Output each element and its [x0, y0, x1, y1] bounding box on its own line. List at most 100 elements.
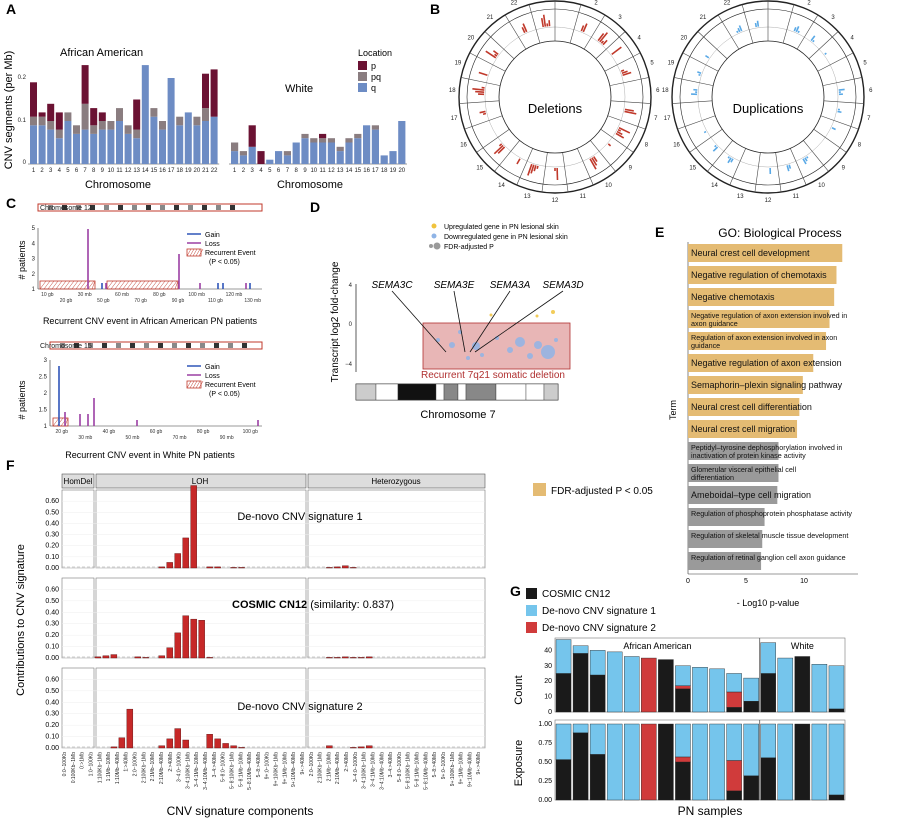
a-legend-label: p — [371, 61, 376, 71]
a-aa-bar-q — [193, 125, 201, 164]
panel-e-letter: E — [655, 224, 664, 240]
d-gene-point — [472, 342, 480, 350]
a-wh-bar-p — [319, 133, 327, 139]
g-count-bar-d1 — [743, 677, 759, 702]
f-xtick: 9+:1Mb−10Mb — [459, 752, 465, 784]
b-chrom-label: 15 — [689, 165, 696, 171]
c-ideogram-band — [158, 343, 163, 348]
f-xtick: 0:100Kb−1Mb — [71, 752, 77, 783]
b-chrom-label: 3 — [831, 15, 835, 21]
a-aa-xtick: 8 — [92, 168, 96, 174]
e-bar — [688, 244, 843, 262]
e-bar — [688, 266, 837, 284]
c-legend-hatch — [192, 248, 198, 257]
g-exposure-bar-cosmic — [555, 759, 572, 801]
f-bar — [350, 747, 357, 749]
f-xtick: 1:100Kb−1Mb — [97, 752, 103, 783]
f-bar — [134, 656, 142, 659]
f-ytick: 0.30 — [45, 532, 59, 539]
b-chrom-divider — [782, 4, 795, 44]
b-chrom-divider — [604, 52, 641, 72]
f-bar — [326, 657, 333, 659]
f-bar — [198, 620, 205, 659]
b-signal-mark — [727, 156, 730, 159]
a-ytick: 0 — [23, 160, 27, 166]
a-wh-xtick: 2 — [242, 168, 246, 174]
c-scale-label: 70 gb — [134, 298, 147, 304]
a-wh-bar-q — [389, 151, 397, 164]
g-count-bar-cosmic — [658, 659, 674, 713]
c-ideogram-band — [216, 205, 221, 210]
g-count-bar-d1 — [760, 642, 776, 674]
a-aa-bar-q — [38, 125, 46, 164]
f-bar — [166, 647, 173, 659]
f-bar — [182, 615, 189, 659]
d-ideogram-band — [435, 383, 445, 401]
g-count-bar-cosmic — [555, 673, 572, 713]
g-exposure-label: Exposure — [513, 740, 525, 786]
c-scale-label: 10 gb — [41, 292, 54, 298]
d-gene-point — [541, 345, 555, 359]
e-legend-label: FDR-adjusted P < 0.05 — [551, 486, 653, 497]
f-xtick: 3−4:0−100Kb — [353, 752, 359, 782]
c-hatch — [138, 280, 146, 290]
f-xtick: 0:>1Mb — [80, 752, 86, 769]
a-aa-xtick: 6 — [75, 168, 79, 174]
a-wh-bar-q — [266, 159, 274, 164]
b-signal-mark — [621, 70, 628, 74]
f-bar — [158, 745, 165, 749]
a-wh-xtick: 8 — [295, 168, 299, 174]
b-signal-mark — [797, 30, 800, 34]
a-aa-bar-p — [202, 73, 209, 109]
c-hatch — [166, 280, 174, 290]
d-gene-point — [507, 347, 513, 353]
c-hatch — [47, 280, 55, 290]
g-exposure-bar-d1 — [589, 723, 606, 755]
b-chrom-divider — [790, 148, 807, 186]
a-aa-bar-q — [184, 112, 192, 164]
d-ideogram-band — [375, 383, 399, 401]
g-count-bar-d1 — [572, 645, 589, 654]
e-bar — [688, 354, 814, 372]
f-bar — [206, 566, 213, 569]
d-genes: SEMA3C SEMA3E SEMA3A SEMA3D — [371, 280, 584, 353]
e-term-label: Negative chemotaxis — [691, 292, 775, 302]
e-term-label: Negative regulation of axon extension — [691, 358, 842, 368]
a-wh-bar-q — [239, 155, 247, 164]
a-legend-title: Location — [358, 48, 392, 58]
c-scale-label: 80 gb — [153, 292, 166, 298]
f-xtick: 5−8:1Mb−10Mb — [415, 752, 421, 787]
panel-a: CNV segments (per Mb) African American W… — [3, 47, 407, 191]
f-bar — [182, 739, 189, 749]
b-circos-deletions: 12345678910111213141516171819202122X — [449, 0, 660, 204]
f-bar — [350, 567, 357, 569]
b-signal-mark — [793, 27, 797, 32]
c-legend-hatch — [189, 248, 195, 257]
a-aa-bar-pq — [176, 116, 184, 126]
b-signal-mark — [497, 146, 506, 154]
c-hatch — [43, 280, 51, 290]
a-wh-xtick: 13 — [337, 168, 344, 174]
b-signal-mark — [492, 50, 499, 55]
a-aa-xlabel: Chromosome — [85, 179, 151, 191]
f-plot: HomDel LOH Heterozygous 0.60 0.50 0.40 0.30 0.2… — [45, 473, 486, 790]
b-signal-mark — [838, 88, 845, 91]
c-ytick: 2 — [32, 272, 36, 278]
panel-c-letter: C — [6, 195, 16, 211]
b-signal-mark — [738, 25, 743, 32]
f-xtick: 2:100Kb−1Mb — [318, 752, 324, 783]
f-bar — [238, 567, 245, 569]
e-xtick: 10 — [800, 578, 808, 585]
b-chrom-divider — [583, 14, 606, 50]
c-hatch — [51, 280, 59, 290]
f-xtick: 5−8:1Mb−10Mb — [238, 752, 244, 787]
b-chrom-label: 13 — [737, 194, 744, 200]
e-term-label: Peptidyl–tyrosine dephosphorylation invo… — [691, 443, 842, 452]
a-wh-xtick: 14 — [346, 168, 353, 174]
b-grid-ring — [697, 26, 839, 168]
c-legend-hatch — [195, 380, 201, 389]
b-chrom-divider — [803, 140, 829, 172]
a-aa-bar-q — [55, 138, 63, 164]
